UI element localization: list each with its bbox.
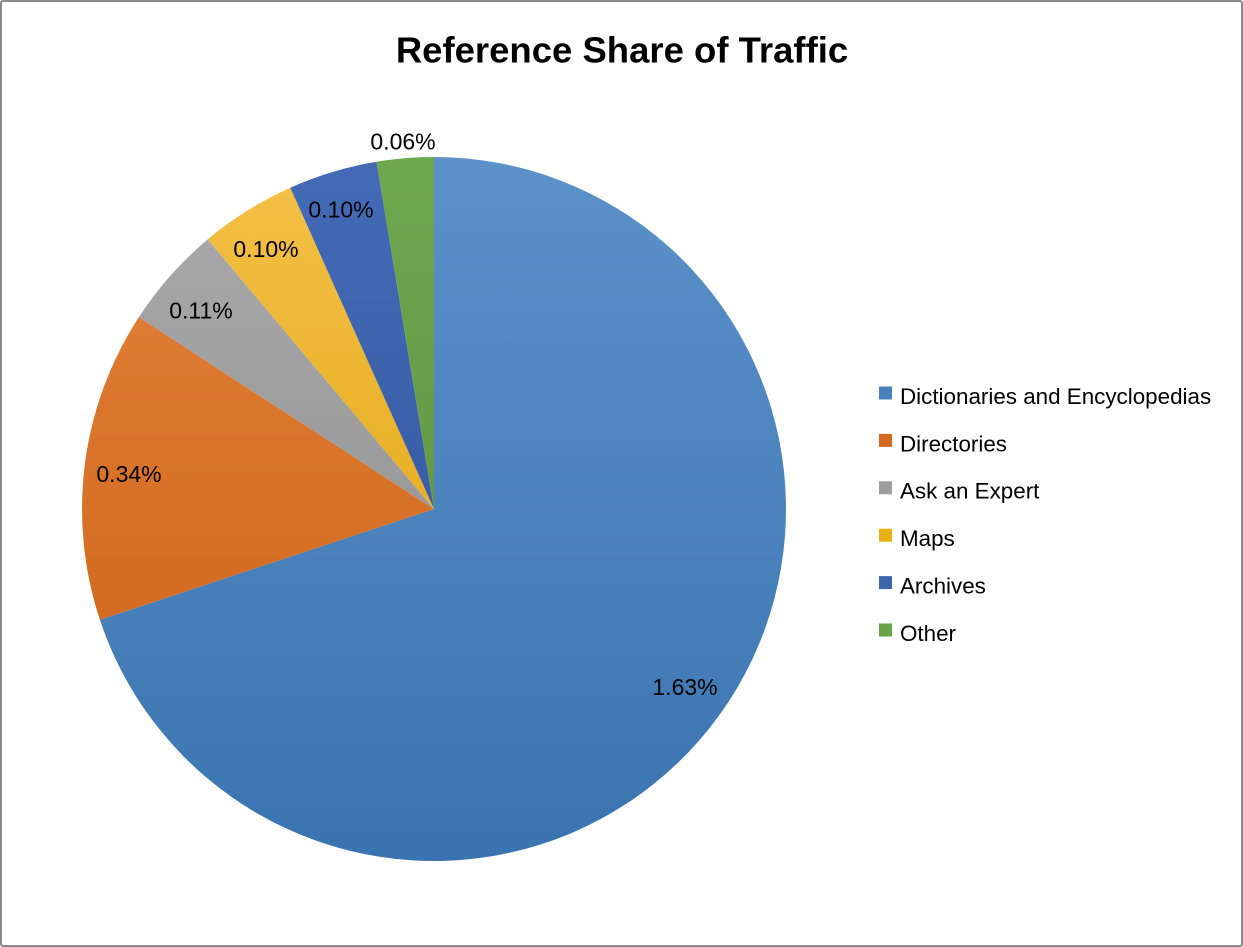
svg-text:0.10%: 0.10% bbox=[308, 197, 373, 223]
svg-text:0.06%: 0.06% bbox=[370, 129, 435, 155]
svg-text:0.34%: 0.34% bbox=[96, 461, 161, 487]
svg-text:0.10%: 0.10% bbox=[233, 236, 298, 262]
svg-text:1.63%: 1.63% bbox=[652, 674, 717, 700]
svg-text:Maps: Maps bbox=[900, 526, 955, 551]
svg-text:Dictionaries and Encyclopedias: Dictionaries and Encyclopedias bbox=[900, 384, 1211, 409]
svg-text:Reference Share of Traffic: Reference Share of Traffic bbox=[396, 30, 848, 71]
svg-text:0.11%: 0.11% bbox=[169, 298, 233, 324]
svg-text:Directories: Directories bbox=[900, 431, 1007, 456]
svg-text:Archives: Archives bbox=[900, 574, 986, 599]
svg-text:Ask an Expert: Ask an Expert bbox=[900, 479, 1040, 504]
svg-text:Other: Other bbox=[900, 621, 957, 646]
